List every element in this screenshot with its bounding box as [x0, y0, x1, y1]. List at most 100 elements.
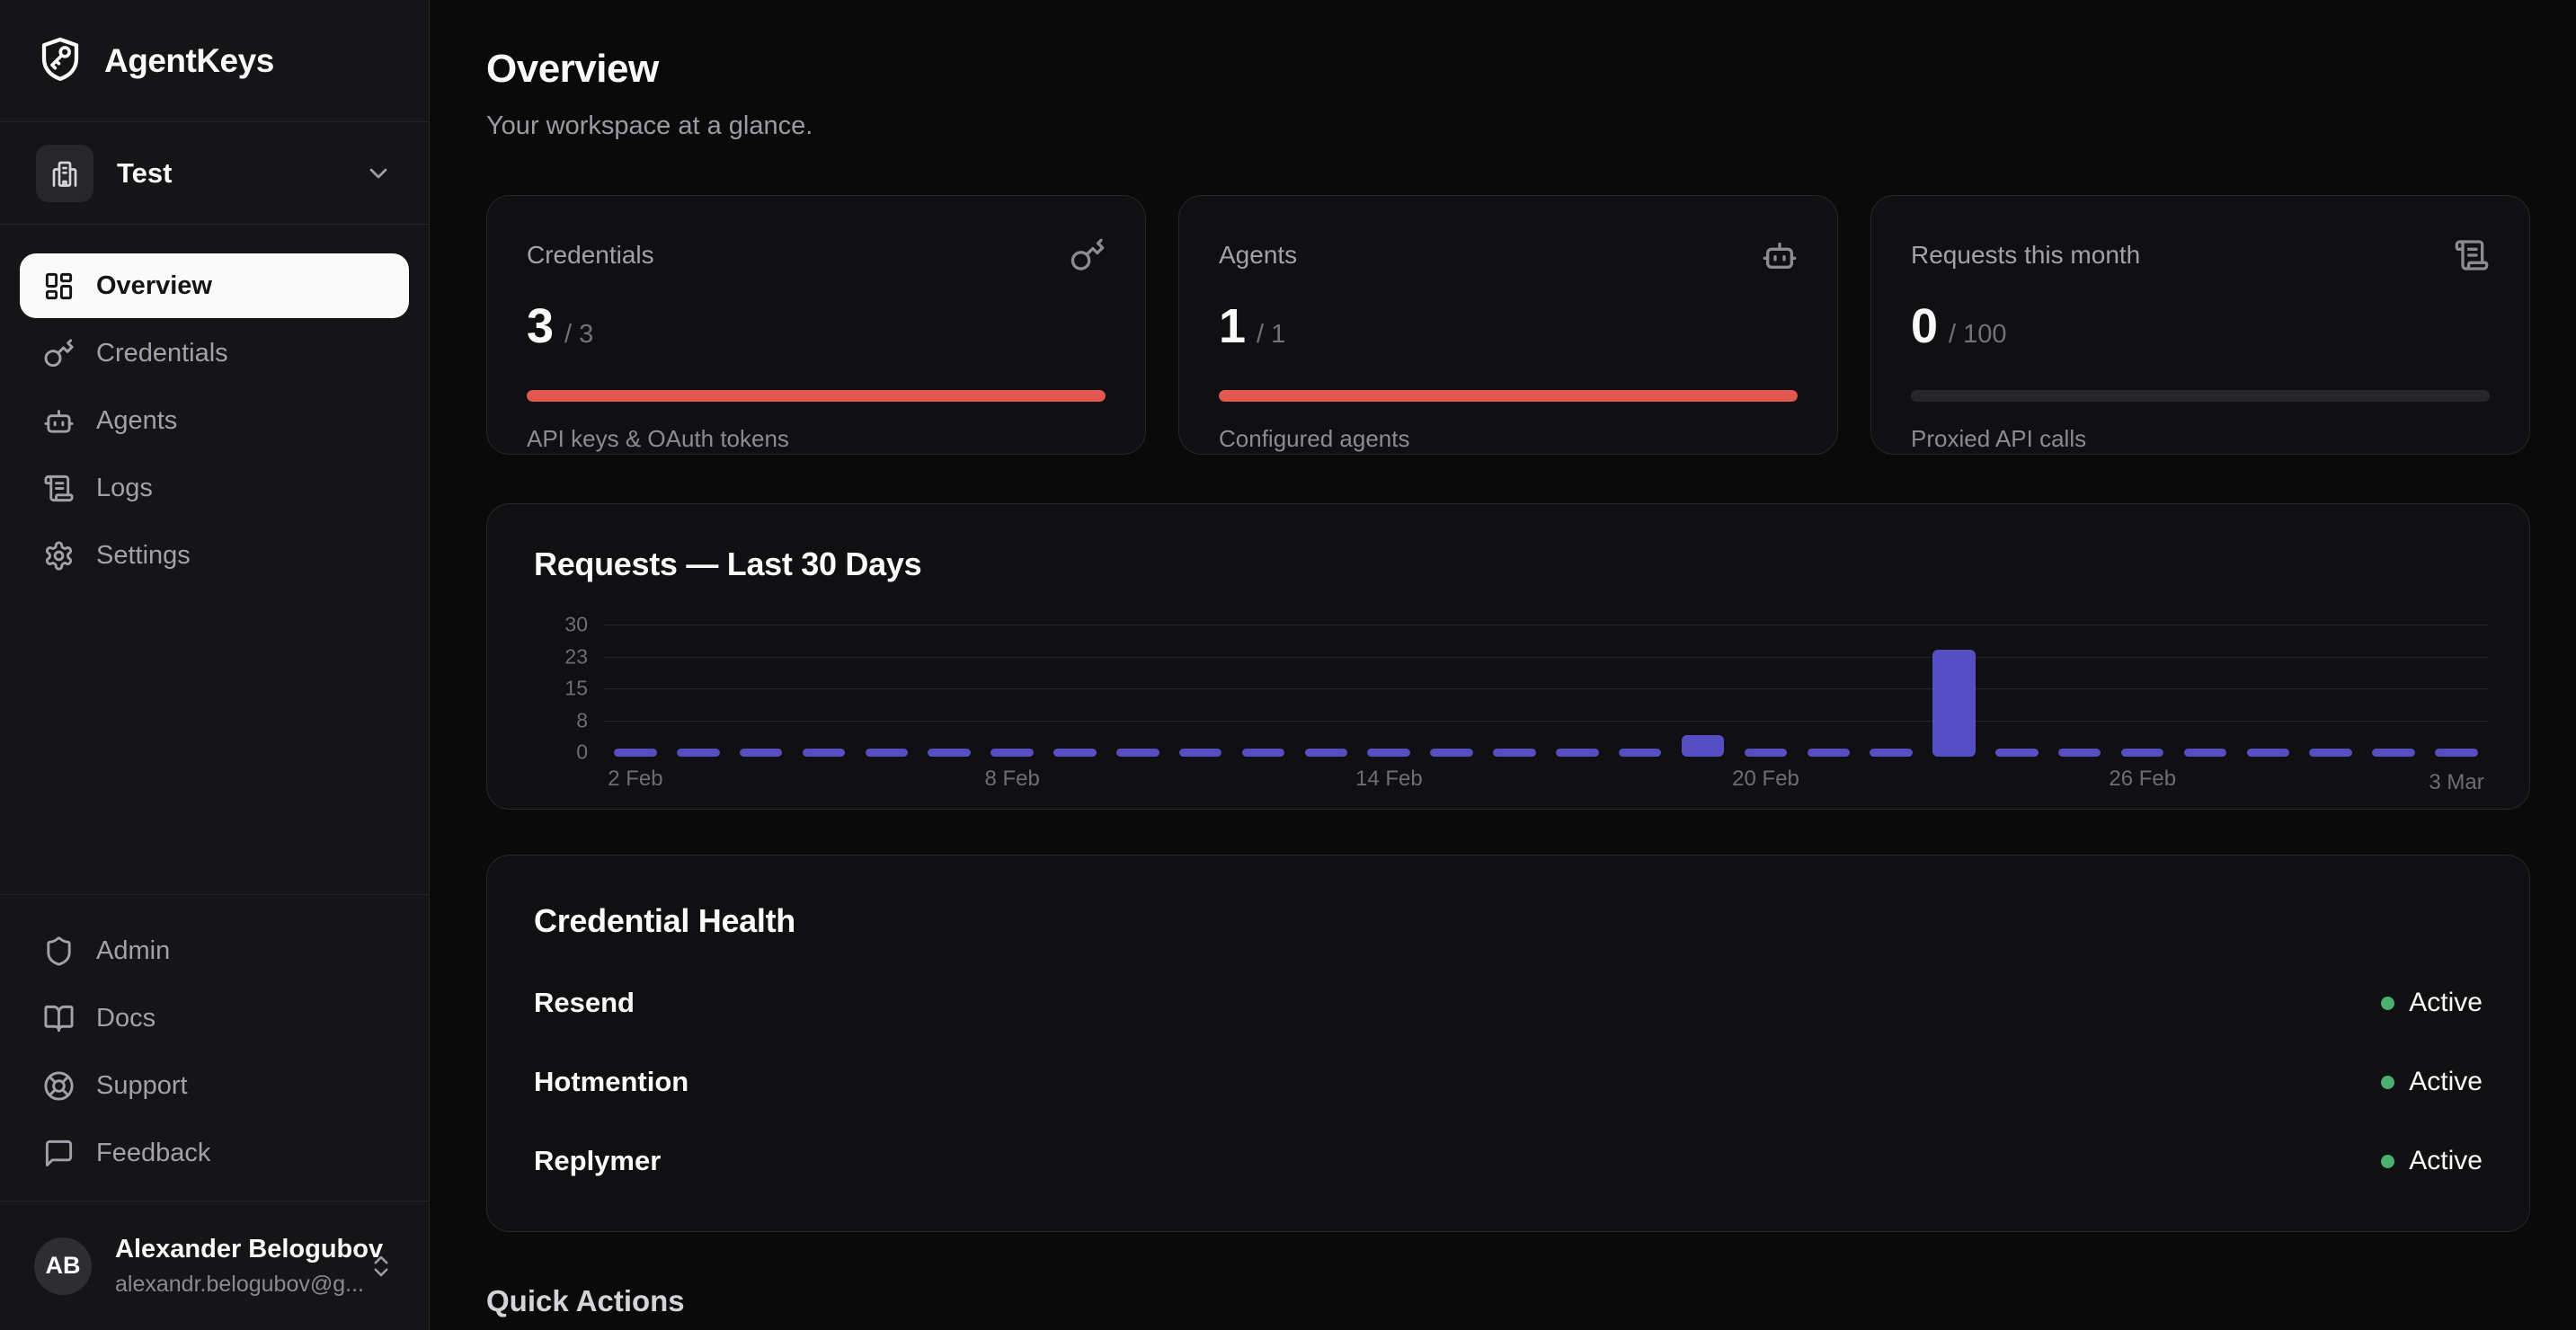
y-tick-label: 23 — [564, 644, 588, 668]
chart-bar[interactable] — [1995, 749, 2039, 757]
bar-slot — [1420, 749, 1483, 757]
stat-title: Requests this month — [1911, 241, 2141, 269]
sidebar-item-settings[interactable]: Settings — [20, 523, 409, 588]
x-tick-label: 26 Feb — [2109, 767, 2177, 791]
health-row-resend: Resend Active — [534, 963, 2483, 1042]
chart-bar[interactable] — [1556, 749, 1599, 757]
y-tick-label: 0 — [576, 740, 588, 764]
chart-bar[interactable] — [1807, 749, 1850, 757]
chart-bar[interactable] — [1932, 650, 1976, 757]
sidebar-item-agents[interactable]: Agents — [20, 388, 409, 453]
stat-card-header: Credentials — [527, 237, 1106, 273]
workspace-switcher[interactable]: Test — [0, 122, 429, 225]
chart-bar[interactable] — [1870, 749, 1913, 757]
status-text: Active — [2409, 1146, 2483, 1175]
chart-bar[interactable] — [739, 749, 783, 757]
stat-limit: / 3 — [564, 320, 594, 349]
bar-slot — [1797, 749, 1860, 757]
bar-slot — [730, 749, 793, 757]
bar-slot — [1232, 749, 1295, 757]
chart-bar[interactable] — [2120, 749, 2164, 757]
bar-slot — [2173, 749, 2236, 757]
bar-slot — [604, 749, 667, 757]
stats-grid: Credentials 3 / 3 API keys & OAuth token… — [486, 195, 2530, 455]
chart-bar[interactable] — [2309, 749, 2352, 757]
stat-limit: / 1 — [1257, 320, 1286, 349]
sidebar-item-docs[interactable]: Docs — [20, 986, 409, 1051]
stat-caption: Configured agents — [1219, 425, 1410, 452]
status-dot-icon — [2381, 1075, 2395, 1089]
sidebar-item-feedback[interactable]: Feedback — [20, 1121, 409, 1185]
sidebar-item-support[interactable]: Support — [20, 1053, 409, 1118]
stat-limit: / 100 — [1949, 320, 2007, 349]
bar-slot — [981, 749, 1044, 757]
chart-bar[interactable] — [1241, 749, 1285, 757]
bar-slot — [1044, 749, 1106, 757]
chart-bar[interactable] — [2246, 749, 2290, 757]
agents-stat-card: Agents 1 / 1 Configured agents — [1178, 195, 1838, 455]
chart-bar[interactable] — [1744, 749, 1788, 757]
chart-bar[interactable] — [614, 749, 657, 757]
chart-bar[interactable] — [1178, 749, 1222, 757]
stat-value: 3 — [527, 299, 555, 353]
bar-slot — [1860, 749, 1923, 757]
chart-bar[interactable] — [1116, 749, 1159, 757]
gridline — [604, 720, 2488, 722]
chart-bar[interactable] — [990, 749, 1034, 757]
sidebar-item-logs[interactable]: Logs — [20, 456, 409, 520]
sidebar-item-admin[interactable]: Admin — [20, 918, 409, 983]
bar-slot — [1734, 749, 1797, 757]
bar-slot — [1294, 749, 1357, 757]
stat-value-row: 3 / 3 — [527, 302, 1106, 350]
x-tick-label: 8 Feb — [984, 767, 1040, 791]
shield-icon — [43, 935, 75, 967]
user-menu[interactable]: AB Alexander Belogubov alexandr.belogubo… — [0, 1201, 429, 1330]
bar-slot — [1546, 749, 1609, 757]
credential-health-rows: Resend Active Hotmention Active Replymer — [534, 963, 2483, 1201]
credential-health-title: Credential Health — [534, 902, 795, 939]
chart-bar[interactable] — [2183, 749, 2227, 757]
key-icon — [43, 338, 75, 369]
scroll-text-icon — [43, 473, 75, 504]
x-tick-label: 14 Feb — [1355, 767, 1423, 791]
chart-bar[interactable] — [1367, 749, 1410, 757]
status-badge: Active — [2381, 1146, 2483, 1176]
sidebar-item-label: Admin — [96, 935, 171, 965]
stat-value-row: 0 / 100 — [1911, 302, 2490, 350]
chart-bar[interactable] — [2057, 749, 2101, 757]
requests-stat-card: Requests this month 0 / 100 Proxied API … — [1870, 195, 2530, 455]
y-tick-label: 30 — [564, 612, 588, 636]
chart-bar[interactable] — [928, 749, 971, 757]
sidebar-item-credentials[interactable]: Credentials — [20, 321, 409, 386]
sidebar-item-label: Settings — [96, 540, 191, 570]
chart-x-axis: 2 Feb 8 Feb 14 Feb 20 Feb 26 Feb 3 Mar — [604, 752, 2488, 806]
stat-card-header: Requests this month — [1911, 237, 2490, 273]
chart-bar[interactable] — [865, 749, 909, 757]
chart-bar[interactable] — [1618, 749, 1662, 757]
chart-bar[interactable] — [1493, 749, 1536, 757]
progress-fill — [1219, 390, 1798, 402]
chart-bar[interactable] — [1304, 749, 1348, 757]
sidebar-item-overview[interactable]: Overview — [20, 253, 409, 318]
chart-bar[interactable] — [2435, 749, 2478, 757]
status-badge: Active — [2381, 988, 2483, 1018]
sidebar-item-label: Overview — [96, 270, 212, 300]
chart-bar[interactable] — [677, 749, 720, 757]
status-badge: Active — [2381, 1067, 2483, 1097]
bar-slot — [667, 749, 730, 757]
progress-bar — [1911, 390, 2490, 402]
chart-bar[interactable] — [2372, 749, 2415, 757]
chart-bar[interactable] — [1430, 749, 1473, 757]
chart-bar[interactable] — [1053, 749, 1097, 757]
chart-bar[interactable] — [1681, 735, 1725, 757]
progress-bar — [527, 390, 1106, 402]
main-content: Overview Your workspace at a glance. Cre… — [430, 0, 2576, 1330]
bar-slot — [2425, 749, 2488, 757]
chart-bar[interactable] — [802, 749, 846, 757]
shield-key-logo-icon — [36, 35, 84, 87]
stat-value: 1 — [1219, 299, 1247, 353]
bar-slot — [918, 749, 981, 757]
bar-slot — [2048, 749, 2111, 757]
quick-actions-heading: Quick Actions — [486, 1284, 685, 1317]
